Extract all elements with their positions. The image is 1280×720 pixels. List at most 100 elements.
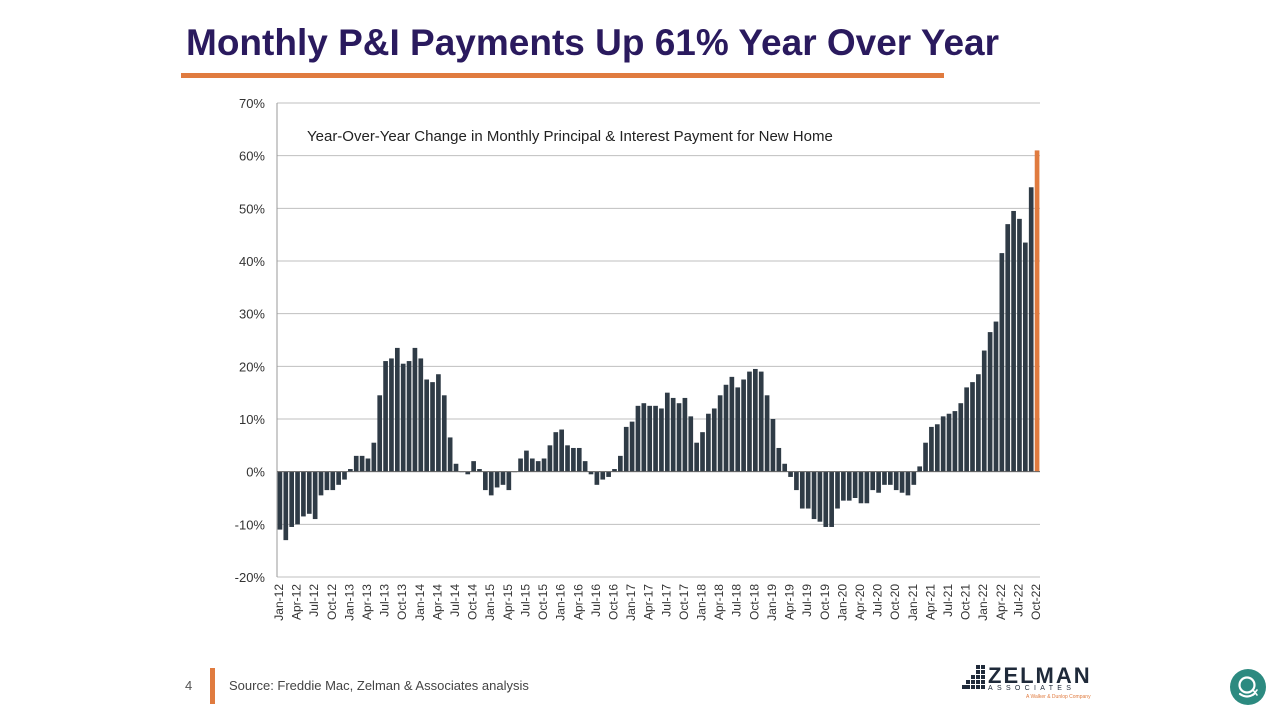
bar	[670, 397, 676, 472]
bar	[436, 374, 441, 472]
bar	[377, 395, 383, 472]
bar	[582, 461, 588, 472]
zelman-logo-tagline: A Walker & Dunlop Company	[1026, 694, 1091, 700]
bar	[647, 405, 653, 472]
bar	[987, 332, 993, 472]
bar-chart: -20% -10% 0% 10% 20% 30% 40% 50% 60% 70% Jan-12 Apr…	[235, 96, 1043, 621]
bar	[999, 253, 1005, 472]
bar	[753, 368, 758, 472]
bar	[348, 469, 353, 472]
bar	[301, 471, 306, 517]
x-tick-label: Jul-17	[659, 584, 673, 617]
x-tick-label: Apr-20	[853, 584, 867, 620]
bar	[365, 458, 371, 472]
bar	[870, 471, 876, 491]
bar	[694, 442, 699, 472]
bar	[641, 403, 647, 472]
bar	[823, 471, 829, 527]
y-tick-label: 30%	[239, 307, 265, 322]
x-tick-label: Oct-22	[1029, 584, 1043, 620]
bar	[964, 387, 969, 472]
bar	[835, 471, 840, 509]
bar	[799, 471, 805, 509]
x-tick-label: Apr-13	[360, 584, 374, 620]
bar	[635, 405, 641, 472]
bar	[676, 403, 682, 472]
bar	[547, 445, 553, 472]
x-tick-label: Oct-13	[395, 584, 409, 620]
bar	[371, 442, 377, 472]
bar	[1005, 224, 1011, 472]
bar	[559, 429, 564, 472]
bar	[758, 371, 764, 472]
bar	[893, 471, 899, 491]
source-note: Source: Freddie Mac, Zelman & Associates…	[229, 678, 529, 693]
chat-bubble-icon	[1238, 676, 1258, 698]
x-tick-label: Oct-20	[888, 584, 902, 620]
zelman-logo-mark-icon	[962, 665, 985, 689]
x-tick-label: Jul-13	[378, 584, 392, 617]
x-tick-label: Apr-15	[501, 584, 515, 620]
x-tick-label: Jan-19	[765, 584, 779, 621]
bar	[970, 382, 975, 472]
bar	[488, 471, 494, 496]
x-tick-label: Jan-17	[624, 584, 638, 621]
bar	[1017, 218, 1022, 472]
bar	[576, 447, 582, 472]
bar	[829, 471, 834, 527]
bar	[876, 471, 881, 493]
bar	[811, 471, 817, 520]
x-tick-label: Oct-21	[959, 584, 973, 620]
bar	[394, 347, 400, 472]
bar	[923, 442, 928, 472]
slide-title: Monthly P&I Payments Up 61% Year Over Ye…	[186, 22, 1000, 63]
bar	[817, 471, 823, 522]
bar	[700, 432, 705, 472]
bar	[940, 416, 946, 472]
bar	[788, 471, 793, 477]
bar	[770, 419, 776, 472]
bar	[529, 458, 535, 472]
bar	[899, 471, 905, 493]
x-tick-label: Oct-17	[677, 584, 691, 620]
bar	[888, 471, 893, 485]
x-tick-label: Apr-16	[571, 584, 585, 620]
bar	[477, 469, 482, 472]
y-tick-label: 40%	[239, 254, 265, 269]
x-tick-label: Jul-22	[1011, 584, 1025, 617]
bar	[483, 471, 488, 491]
x-tick-label: Apr-19	[783, 584, 797, 620]
bar	[541, 458, 547, 472]
bar	[1011, 210, 1016, 472]
bar	[412, 347, 418, 472]
bar	[565, 445, 570, 472]
bar	[735, 387, 741, 472]
bar	[706, 413, 711, 472]
bar	[400, 363, 406, 472]
bar	[976, 374, 981, 472]
bar	[571, 447, 576, 472]
bar	[782, 463, 788, 472]
bar	[289, 471, 295, 527]
x-tick-label: Jan-12	[272, 584, 286, 621]
bar	[905, 471, 911, 496]
x-tick-label: Jul-15	[518, 584, 532, 617]
bar	[682, 397, 688, 472]
bar	[1022, 242, 1028, 472]
y-tick-label: -10%	[235, 517, 266, 532]
bar	[383, 361, 388, 472]
bar	[711, 408, 717, 472]
bar	[911, 471, 917, 485]
bar	[277, 471, 283, 530]
bar	[717, 395, 723, 472]
y-tick-label: 60%	[239, 149, 265, 164]
bar	[981, 350, 987, 472]
x-tick-label: Oct-14	[466, 584, 480, 620]
title-underline	[181, 73, 944, 78]
x-tick-label: Jul-21	[941, 584, 955, 617]
assistant-launcher-button[interactable]	[1230, 669, 1266, 705]
y-tick-label: -20%	[235, 570, 266, 585]
bar	[453, 463, 459, 472]
bar	[659, 408, 664, 472]
x-tick-label: Jan-15	[483, 584, 497, 621]
